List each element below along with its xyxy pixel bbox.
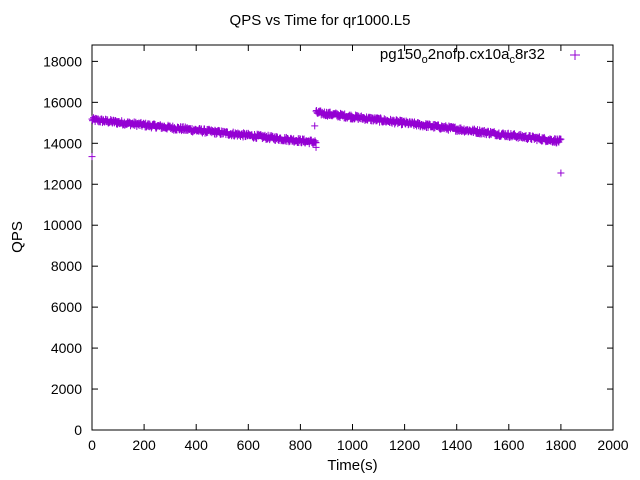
y-tick-label: 4000 xyxy=(51,340,82,356)
x-tick-label: 0 xyxy=(88,437,96,453)
x-tick-label: 400 xyxy=(185,437,209,453)
y-tick-label: 2000 xyxy=(51,381,82,397)
y-tick-label: 18000 xyxy=(43,53,82,69)
legend-sub-o: o xyxy=(421,54,428,66)
y-tick-label: 10000 xyxy=(43,217,82,233)
y-tick-label: 0 xyxy=(74,422,82,438)
x-tick-label: 1800 xyxy=(545,437,576,453)
x-tick-label: 1400 xyxy=(441,437,472,453)
data-point xyxy=(312,143,320,151)
y-axis-label: QPS xyxy=(9,221,26,253)
x-tick-label: 800 xyxy=(289,437,313,453)
x-tick-label: 1600 xyxy=(493,437,524,453)
legend-part-c: 2nofp.cx10a xyxy=(427,46,510,63)
x-tick-label: 600 xyxy=(237,437,261,453)
y-tick-label: 12000 xyxy=(43,176,82,192)
chart-title: QPS vs Time for qr1000.L5 xyxy=(229,12,411,29)
x-tick-label: 1200 xyxy=(389,437,420,453)
data-point xyxy=(377,114,385,122)
y-axis-ticks: 0 2000 4000 6000 8000 10000 12000 14000 16000 180… xyxy=(43,53,613,438)
data-point xyxy=(557,169,565,177)
x-tick-label: 2000 xyxy=(597,437,628,453)
data-point xyxy=(490,128,498,136)
y-tick-label: 14000 xyxy=(43,135,82,151)
x-tick-label: 1000 xyxy=(337,437,368,453)
data-point xyxy=(88,153,96,161)
legend-part-a: pg150 xyxy=(379,46,422,63)
data-point xyxy=(311,122,319,130)
y-tick-label: 6000 xyxy=(51,299,82,315)
plot-border xyxy=(91,44,614,431)
legend-marker xyxy=(570,50,580,60)
data-points xyxy=(88,107,565,177)
legend-part-e: 8r32 xyxy=(514,46,545,63)
y-tick-label: 16000 xyxy=(43,94,82,110)
x-tick-label: 200 xyxy=(132,437,156,453)
data-point xyxy=(557,135,565,143)
data-point xyxy=(556,136,564,144)
y-tick-label: 8000 xyxy=(51,258,82,274)
x-axis-label: Time(s) xyxy=(327,457,378,474)
plot-frame xyxy=(91,44,614,431)
legend-label: pg150o2nofp.cx10ac8r32 xyxy=(380,46,545,66)
x-axis-ticks: 0 200 400 600 800 1000 1200 1400 1600 1800 2000 xyxy=(88,45,629,453)
legend-sub-c: c xyxy=(509,54,515,66)
